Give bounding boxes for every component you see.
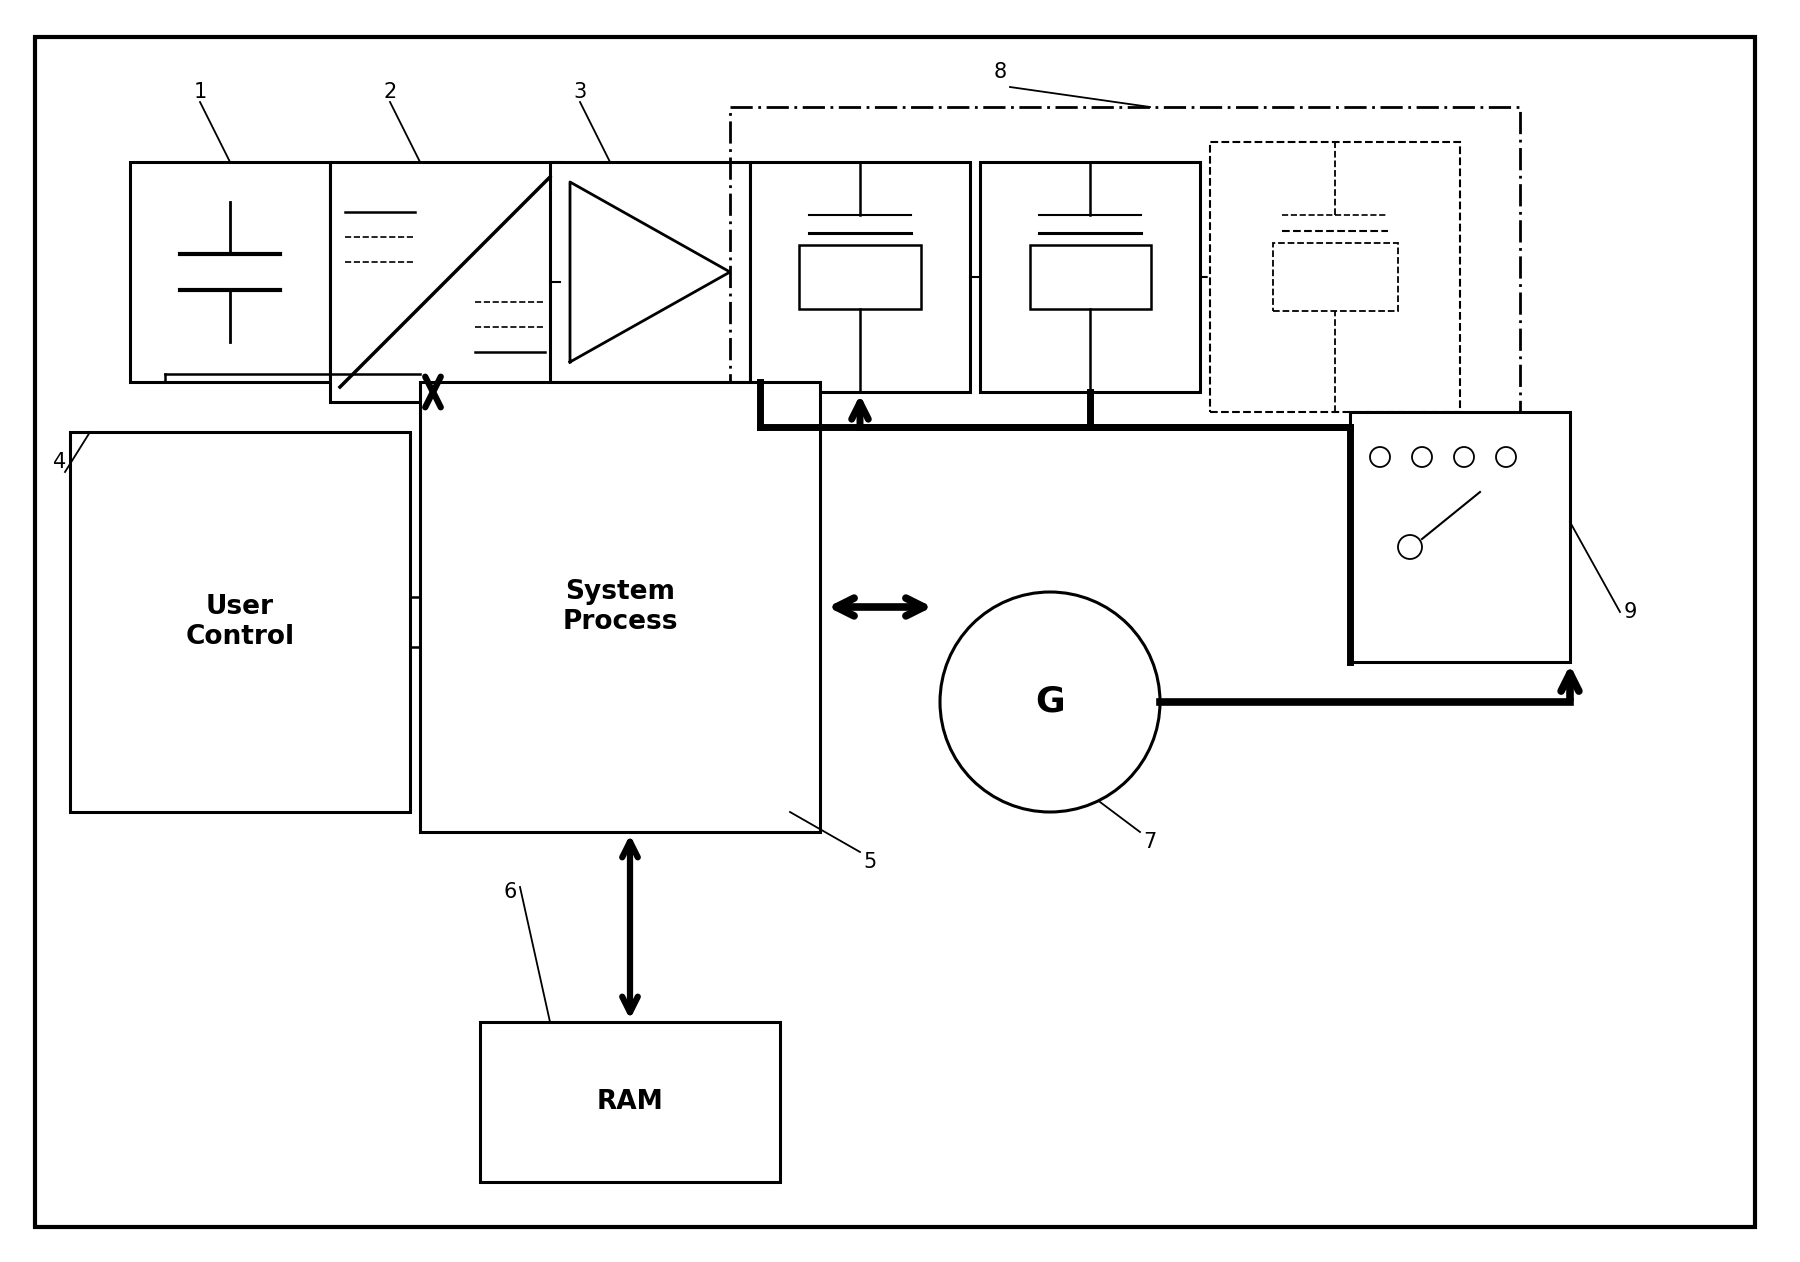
Bar bbox=[551, 162, 751, 382]
Circle shape bbox=[940, 592, 1159, 811]
Text: 2: 2 bbox=[383, 82, 396, 102]
Bar bbox=[1273, 244, 1397, 310]
Text: 7: 7 bbox=[1143, 832, 1157, 852]
Text: System
Process: System Process bbox=[562, 579, 679, 635]
Bar bbox=[70, 432, 410, 811]
Circle shape bbox=[1411, 447, 1433, 467]
Circle shape bbox=[1399, 535, 1422, 559]
Text: 3: 3 bbox=[574, 82, 587, 102]
Circle shape bbox=[1370, 447, 1390, 467]
Text: 6: 6 bbox=[504, 882, 517, 902]
Bar bbox=[1210, 143, 1460, 411]
Bar bbox=[419, 382, 821, 832]
Bar bbox=[799, 245, 920, 309]
Text: User
Control: User Control bbox=[185, 594, 295, 650]
Text: G: G bbox=[1035, 685, 1066, 719]
Text: 4: 4 bbox=[54, 452, 67, 472]
Bar bbox=[979, 162, 1201, 392]
Bar bbox=[1350, 411, 1570, 663]
Text: RAM: RAM bbox=[596, 1089, 664, 1116]
Bar bbox=[329, 162, 560, 403]
Bar bbox=[1030, 245, 1150, 309]
Text: 8: 8 bbox=[994, 62, 1006, 82]
Text: 1: 1 bbox=[193, 82, 207, 102]
Text: 5: 5 bbox=[864, 852, 877, 872]
Circle shape bbox=[1454, 447, 1474, 467]
Bar bbox=[130, 162, 329, 382]
Text: 9: 9 bbox=[1624, 602, 1636, 622]
Bar bbox=[481, 1022, 779, 1182]
Circle shape bbox=[1496, 447, 1516, 467]
Bar bbox=[751, 162, 970, 392]
Bar bbox=[731, 107, 1519, 427]
